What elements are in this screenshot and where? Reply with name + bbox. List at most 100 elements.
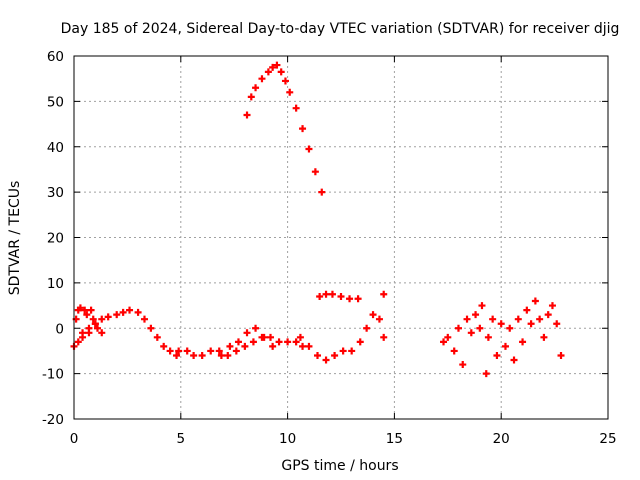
data-point: [369, 311, 377, 319]
y-axis-label: SDTVAR / TECUs: [7, 181, 23, 296]
data-point: [497, 320, 505, 328]
data-point: [557, 351, 565, 359]
data-point: [450, 347, 458, 355]
y-tick-label: -10: [42, 367, 64, 383]
data-point: [243, 329, 251, 337]
data-point: [553, 320, 561, 328]
data-point: [536, 315, 544, 323]
data-point: [104, 313, 112, 321]
data-point: [363, 324, 371, 332]
data-point: [354, 295, 362, 303]
data-point: [215, 347, 223, 355]
data-point: [292, 104, 300, 112]
data-point: [296, 333, 304, 341]
data-point: [267, 333, 275, 341]
data-point: [292, 338, 300, 346]
y-tick-label: 60: [47, 49, 64, 65]
y-tick-label: 10: [47, 276, 64, 292]
data-point: [183, 347, 191, 355]
data-point: [224, 351, 232, 359]
data-point: [331, 351, 339, 359]
data-point: [126, 306, 134, 314]
x-axis-label: GPS time / hours: [281, 458, 398, 474]
x-tick-label: 25: [599, 431, 616, 447]
data-point: [337, 292, 345, 300]
data-point: [548, 302, 556, 310]
data-point: [207, 347, 215, 355]
series-midday-trough: [175, 333, 307, 359]
data-point: [277, 68, 285, 76]
data-point: [241, 342, 249, 350]
data-point: [119, 308, 127, 316]
data-point: [322, 356, 330, 364]
data-point: [83, 311, 91, 319]
data-point: [140, 315, 148, 323]
data-point: [153, 333, 161, 341]
data-point: [217, 351, 225, 359]
data-point: [476, 324, 484, 332]
data-point: [249, 338, 257, 346]
y-tick-label: 30: [47, 185, 64, 201]
data-point: [79, 333, 87, 341]
data-point: [190, 351, 198, 359]
data-point: [519, 338, 527, 346]
data-point: [87, 306, 95, 314]
data-point: [85, 329, 93, 337]
x-tick-label: 5: [177, 431, 186, 447]
data-point: [305, 342, 313, 350]
data-point: [299, 125, 307, 133]
data-point: [484, 333, 492, 341]
data-point: [440, 338, 448, 346]
data-point: [175, 347, 183, 355]
data-point: [134, 308, 142, 316]
data-point: [284, 338, 292, 346]
grid-lines: [74, 56, 608, 419]
data-point: [346, 295, 354, 303]
data-point: [463, 315, 471, 323]
data-point: [247, 93, 255, 101]
chart-title: Day 185 of 2024, Sidereal Day-to-day VTE…: [61, 21, 620, 37]
data-point: [489, 315, 497, 323]
data-point: [166, 347, 174, 355]
data-point: [98, 315, 106, 323]
data-point: [243, 111, 251, 119]
data-point: [311, 168, 319, 176]
data-point: [339, 347, 347, 355]
x-tick-label: 20: [493, 431, 510, 447]
data-point: [98, 329, 106, 337]
data-point: [322, 290, 330, 298]
axis-ticks: 0 5 10 15 20 25 -20 -10 0 10 20 30 40 50 60: [42, 49, 617, 447]
series-evening-scatter: [440, 297, 565, 378]
data-point: [493, 351, 501, 359]
data-point: [305, 145, 313, 153]
data-point: [540, 333, 548, 341]
data-point: [523, 306, 531, 314]
data-point: [348, 347, 356, 355]
data-point: [74, 338, 82, 346]
series-peak-arc: [243, 61, 326, 196]
data-point: [299, 342, 307, 350]
data-point: [226, 342, 234, 350]
data-point: [275, 338, 283, 346]
data-point: [281, 77, 289, 85]
data-point: [459, 361, 467, 369]
data-point: [478, 302, 486, 310]
data-point: [514, 315, 522, 323]
data-point: [76, 304, 84, 312]
data-point: [380, 333, 388, 341]
data-point: [527, 320, 535, 328]
data-point: [198, 351, 206, 359]
data-point: [286, 88, 294, 96]
data-point: [482, 370, 490, 378]
data-points: [70, 61, 565, 378]
data-point: [501, 342, 509, 350]
data-point: [356, 338, 364, 346]
data-point: [252, 324, 260, 332]
x-tick-label: 10: [279, 431, 296, 447]
data-point: [89, 315, 97, 323]
data-point: [264, 68, 272, 76]
data-point: [314, 351, 322, 359]
y-tick-label: 20: [47, 231, 64, 247]
series-early-cluster: [72, 304, 106, 341]
